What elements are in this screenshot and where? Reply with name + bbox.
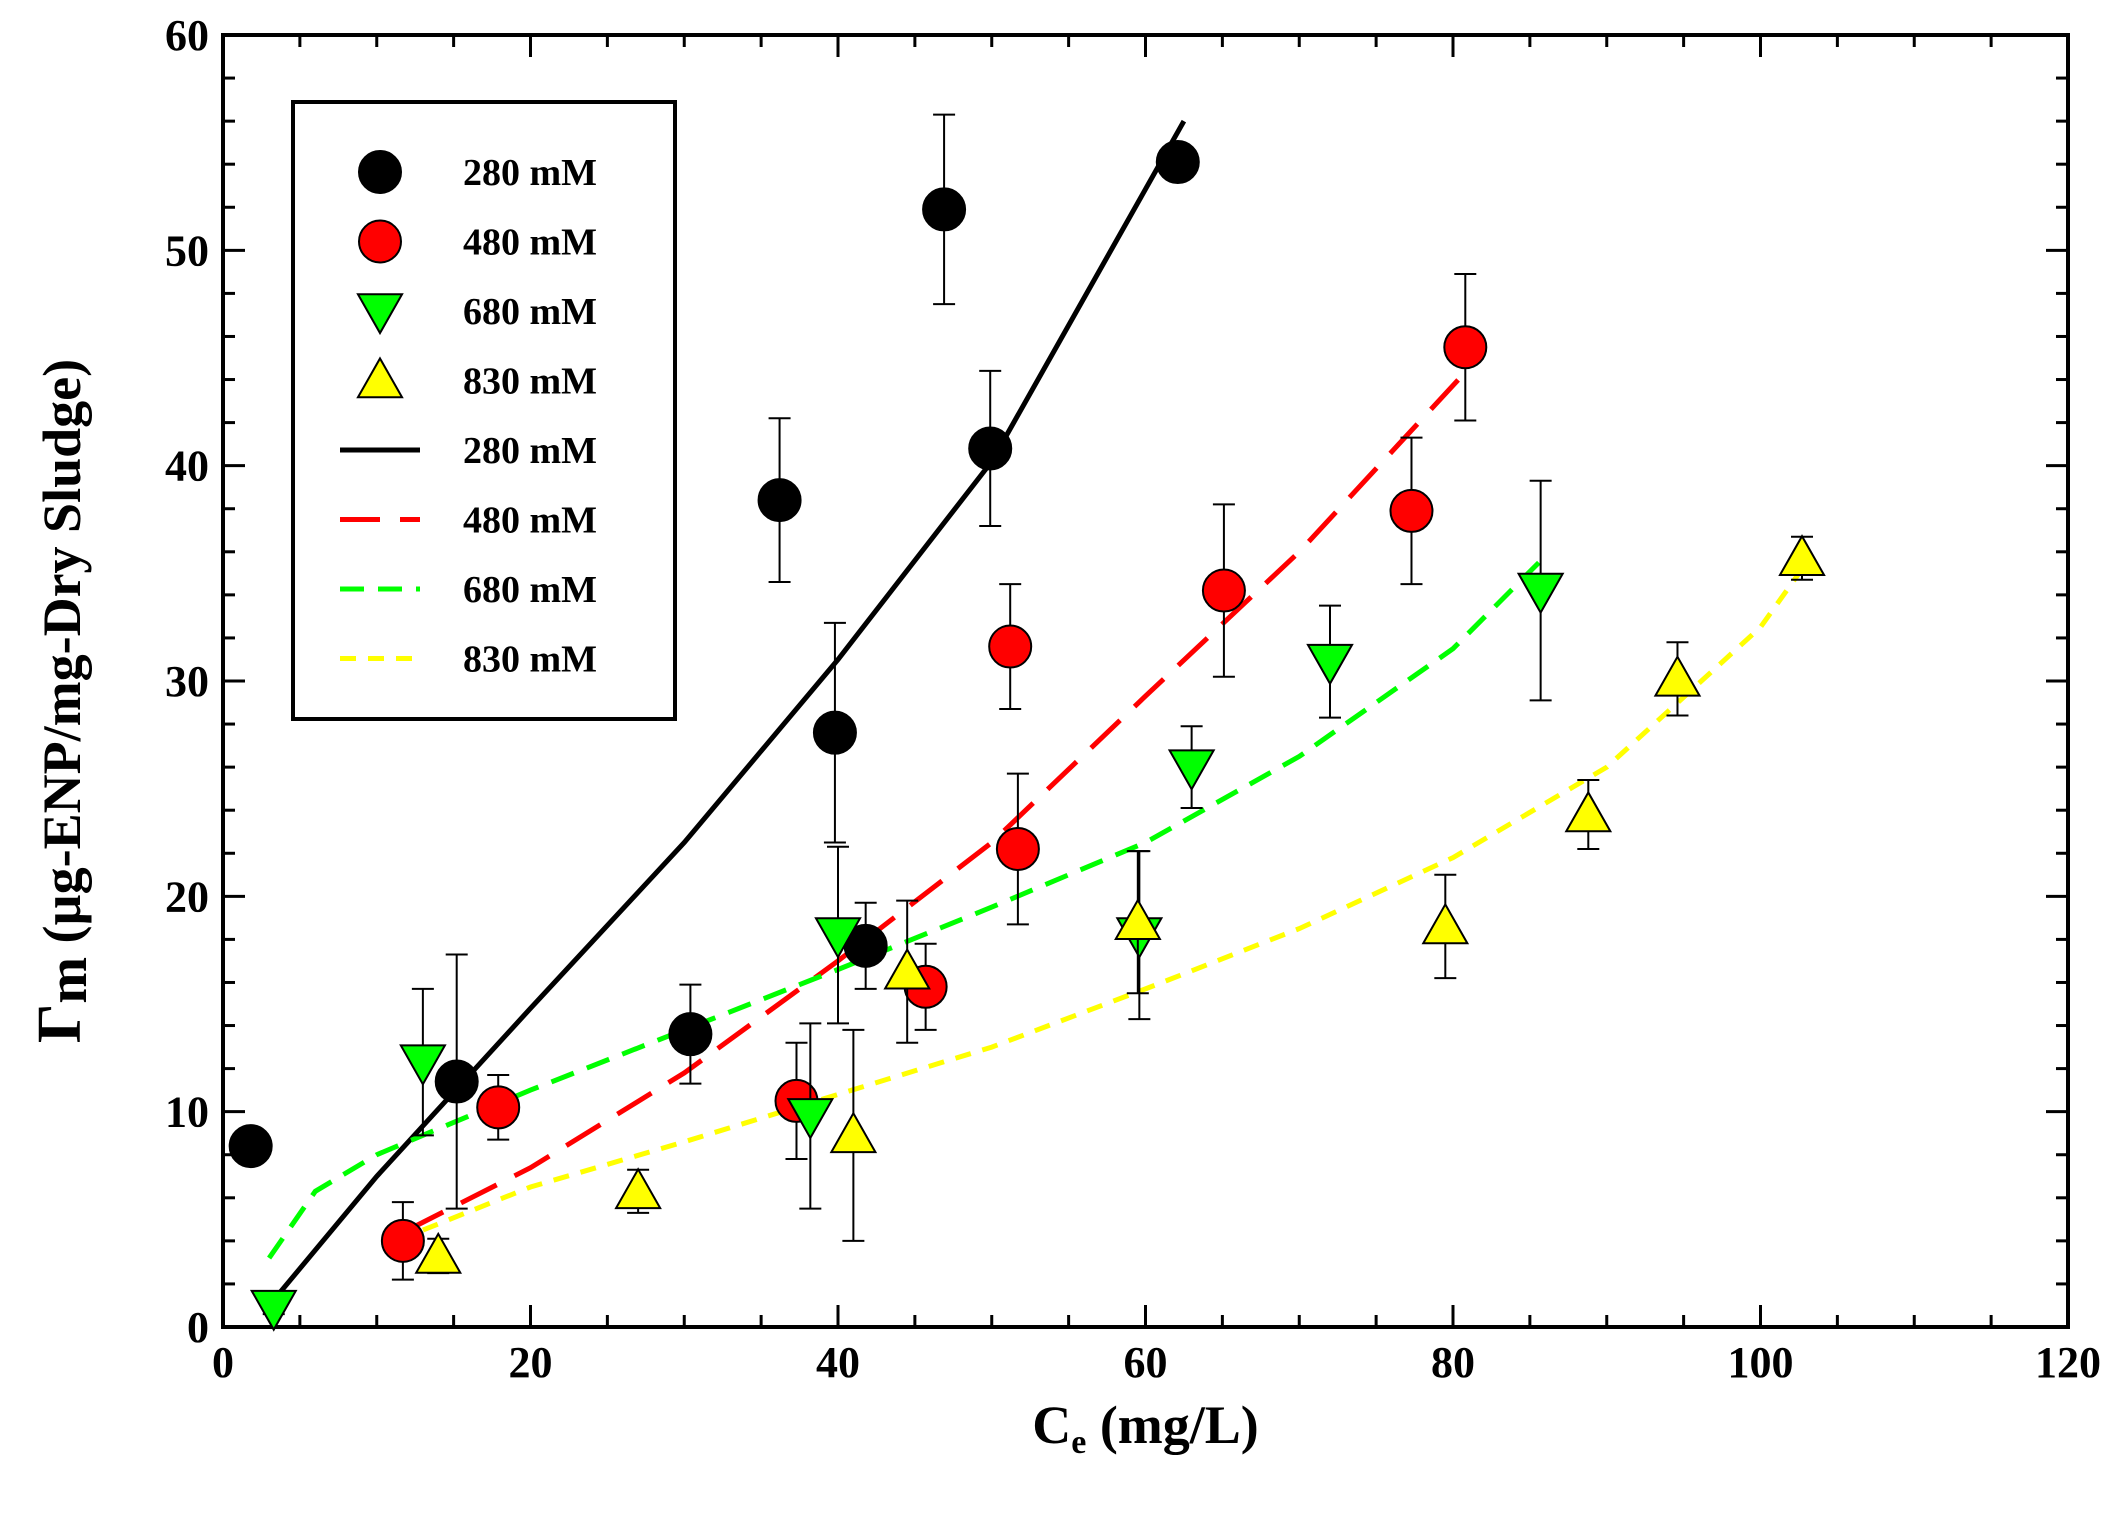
data-point <box>399 1044 447 1087</box>
data-point <box>757 478 802 523</box>
data-point <box>968 426 1013 471</box>
data-point <box>988 624 1033 669</box>
x-axis-title-unit: (mg/L) <box>1086 1395 1258 1455</box>
data-point <box>380 1218 425 1263</box>
legend-label: 280 mM <box>463 430 597 472</box>
legend-box <box>291 100 677 721</box>
series-points-480-mm <box>380 273 1488 1281</box>
y-axis-title-symbol: Γ <box>26 1004 94 1043</box>
data-point <box>995 826 1040 871</box>
data-point <box>1516 572 1565 615</box>
legend-entry: 830 mM <box>356 356 597 403</box>
y-tick-label: 40 <box>165 442 209 491</box>
data-point <box>414 1231 463 1274</box>
data-point <box>1443 325 1488 370</box>
legend-marker <box>356 356 404 399</box>
data-point <box>1389 488 1434 533</box>
legend-entry: 280 mM <box>340 430 597 472</box>
data-point <box>668 1012 713 1057</box>
data-point <box>812 710 857 755</box>
data-point <box>476 1085 521 1130</box>
data-point <box>1778 534 1826 577</box>
legend-marker <box>356 293 404 336</box>
x-tick-label: 20 <box>509 1338 553 1387</box>
legend-label: 680 mM <box>463 569 597 611</box>
data-point <box>1167 749 1216 792</box>
data-point <box>434 1059 479 1104</box>
series-line-480-mm <box>406 367 1471 1233</box>
series-points-830-mm <box>414 534 1826 1275</box>
x-axis-title-sub: e <box>1071 1424 1086 1461</box>
data-point <box>786 1098 835 1141</box>
data-point <box>614 1167 662 1210</box>
data-point <box>249 1289 298 1332</box>
legend-entry: 680 mM <box>356 291 597 336</box>
data-point <box>1155 140 1200 185</box>
data-point <box>829 1111 878 1154</box>
y-tick-label: 30 <box>165 657 209 706</box>
data-point <box>922 187 967 232</box>
data-point <box>228 1124 273 1169</box>
series-layer <box>228 113 1826 1332</box>
x-tick-label: 80 <box>1431 1338 1475 1387</box>
y-axis-title: Γm (µg-ENP/mg-Dry Sludge) <box>26 359 99 1043</box>
y-tick-label: 50 <box>165 226 209 275</box>
data-point <box>1306 643 1354 686</box>
legend-entry: 830 mM <box>340 639 597 681</box>
series-line-830-mm <box>421 561 1809 1233</box>
legend-label: 480 mM <box>463 222 597 264</box>
x-tick-label: 100 <box>1728 1338 1794 1387</box>
axis-tick-labels: 0 20 40 60 80 100 120 0 10 20 30 40 50 60 <box>165 11 2101 1387</box>
y-tick-label: 10 <box>165 1088 209 1137</box>
y-tick-label: 0 <box>187 1303 209 1352</box>
y-axis-title-text: (µg-ENP/mg-Dry Sludge) <box>32 359 92 957</box>
legend: 280 mM 480 mM 680 mM 830 mM 280 mM 480 mM 680 … <box>291 100 677 721</box>
legend-entry: 480 mM <box>340 500 597 542</box>
y-tick-label: 20 <box>165 872 209 921</box>
data-point <box>1564 790 1613 833</box>
x-tick-label: 40 <box>816 1338 860 1387</box>
legend-entry: 680 mM <box>340 569 597 611</box>
x-tick-label: 0 <box>212 1338 234 1387</box>
legend-label: 480 mM <box>463 500 597 542</box>
y-tick-label: 60 <box>165 11 209 60</box>
legend-entry: 280 mM <box>358 150 597 194</box>
data-point <box>883 947 931 990</box>
legend-marker <box>358 150 402 194</box>
legend-label: 830 mM <box>463 361 597 403</box>
y-axis-title-sub: m <box>37 957 99 1004</box>
data-point <box>1114 898 1162 940</box>
x-tick-label: 60 <box>1124 1338 1168 1387</box>
x-tick-label: 120 <box>2035 1338 2101 1387</box>
data-point <box>814 917 862 960</box>
legend-label: 830 mM <box>463 639 597 681</box>
legend-label: 280 mM <box>463 152 597 194</box>
legend-entry: 480 mM <box>358 219 597 264</box>
data-point <box>1201 568 1246 613</box>
x-axis-title-main: C <box>1032 1395 1071 1455</box>
legend-marker <box>358 219 402 264</box>
data-point <box>1653 654 1702 697</box>
data-point <box>1421 902 1470 945</box>
legend-label: 680 mM <box>463 291 597 333</box>
series-points-280-mm <box>228 113 1200 1210</box>
x-axis-title: Ce (mg/L) <box>1032 1395 1259 1461</box>
